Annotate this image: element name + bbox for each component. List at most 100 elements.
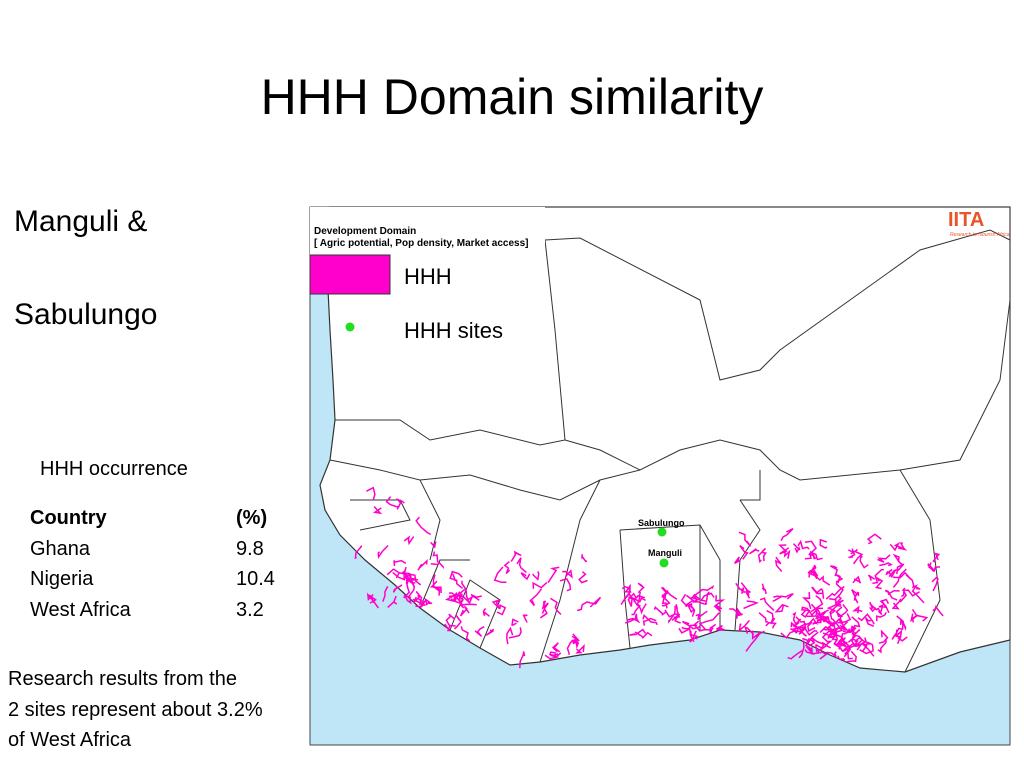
hhh-patch xyxy=(673,605,681,616)
hhh-patch xyxy=(493,566,507,584)
hhh-patch xyxy=(729,608,743,617)
hhh-patch xyxy=(864,617,875,627)
hhh-patch xyxy=(522,614,528,623)
hhh-patch xyxy=(452,592,462,605)
hhh-patch xyxy=(854,636,867,646)
hhh-patch xyxy=(836,599,844,606)
hhh-patch xyxy=(681,626,695,643)
hhh-patch xyxy=(550,597,562,615)
hhh-patch xyxy=(460,626,471,642)
hhh-patch xyxy=(459,588,466,600)
hhh-patch xyxy=(395,497,405,510)
hhh-patch xyxy=(812,615,826,625)
hhh-patch xyxy=(829,633,837,639)
hhh-patch xyxy=(843,648,852,658)
hhh-patch xyxy=(852,575,862,584)
hhh-patch xyxy=(758,612,769,623)
hhh-patch xyxy=(511,618,519,627)
hhh-patch xyxy=(868,601,877,613)
hhh-patch xyxy=(403,581,411,599)
legend-title: Development Domain xyxy=(314,226,416,237)
hhh-patch xyxy=(818,611,827,624)
hhh-patch xyxy=(789,621,800,634)
hhh-patch xyxy=(503,561,511,574)
hhh-patch xyxy=(821,621,836,639)
hhh-patch xyxy=(825,585,845,600)
hhh-patch xyxy=(932,604,944,617)
hhh-patch xyxy=(372,505,383,515)
hhh-patch xyxy=(843,638,859,652)
hhh-patch xyxy=(698,612,720,631)
hhh-patch xyxy=(406,577,418,587)
hhh-patch xyxy=(857,613,875,625)
hhh-patch xyxy=(403,566,409,585)
hhh-patch xyxy=(811,636,825,650)
hhh-patch xyxy=(548,651,562,658)
hhh-patch xyxy=(779,593,794,600)
table-header: Country xyxy=(30,507,107,529)
hhh-patch xyxy=(693,620,711,632)
hhh-patch xyxy=(851,628,861,648)
hhh-patch xyxy=(415,598,428,608)
hhh-patch xyxy=(714,595,726,610)
hhh-patch xyxy=(637,582,645,594)
hhh-patch xyxy=(800,608,811,618)
hhh-patch xyxy=(893,571,912,580)
hhh-patch xyxy=(453,614,462,630)
hhh-patch xyxy=(532,571,540,581)
hhh-patch xyxy=(834,582,844,601)
hhh-patch xyxy=(879,562,893,567)
hhh-patch xyxy=(911,608,929,622)
hhh-patch xyxy=(454,591,463,602)
legend-box xyxy=(310,207,545,255)
hhh-patch xyxy=(366,486,376,501)
hhh-patch xyxy=(799,626,807,637)
legend-dot xyxy=(345,322,355,332)
hhh-patch xyxy=(885,568,893,576)
logo: IITA xyxy=(948,209,984,231)
table-caption: HHH occurrence xyxy=(40,458,188,480)
hhh-patch xyxy=(774,603,789,613)
hhh-patch xyxy=(459,605,470,617)
hhh-patch xyxy=(899,588,908,603)
hhh-patch xyxy=(430,541,437,549)
hhh-patch xyxy=(432,574,442,594)
hhh-patch xyxy=(850,616,861,632)
hhh-patch xyxy=(576,601,590,612)
hhh-patch xyxy=(927,563,941,573)
hhh-patch xyxy=(927,562,935,572)
hhh-patch xyxy=(354,545,363,560)
hhh-patch xyxy=(844,628,856,643)
hhh-patch xyxy=(765,621,777,629)
hhh-patch xyxy=(835,606,844,618)
hhh-patch xyxy=(892,553,904,566)
hhh-patch xyxy=(699,592,715,602)
hhh-patch xyxy=(817,618,839,627)
land xyxy=(319,206,1011,673)
hhh-patch xyxy=(778,544,788,555)
hhh-patch xyxy=(835,637,851,648)
hhh-patch xyxy=(547,566,560,584)
ocean xyxy=(310,207,1010,745)
hhh-patch xyxy=(408,573,422,586)
hhh-patch xyxy=(819,625,832,634)
hhh-patch xyxy=(461,580,470,602)
hhh-patch xyxy=(864,637,872,649)
hhh-patch xyxy=(879,598,890,614)
hhh-patch xyxy=(631,604,641,616)
hhh-patch xyxy=(578,571,588,584)
hhh-patch xyxy=(449,570,463,581)
hhh-patch xyxy=(539,600,548,619)
hhh-patch xyxy=(808,635,816,647)
hhh-patch xyxy=(432,551,439,563)
hhh-patch xyxy=(627,592,637,607)
hhh-patch xyxy=(686,603,696,617)
hhh-patch xyxy=(828,624,846,632)
hhh-patch xyxy=(620,591,633,606)
hhh-patch xyxy=(761,583,767,595)
hhh-patch xyxy=(795,622,807,634)
hhh-patch xyxy=(660,586,678,600)
hhh-patch xyxy=(891,598,902,610)
hhh-patch xyxy=(797,539,810,550)
